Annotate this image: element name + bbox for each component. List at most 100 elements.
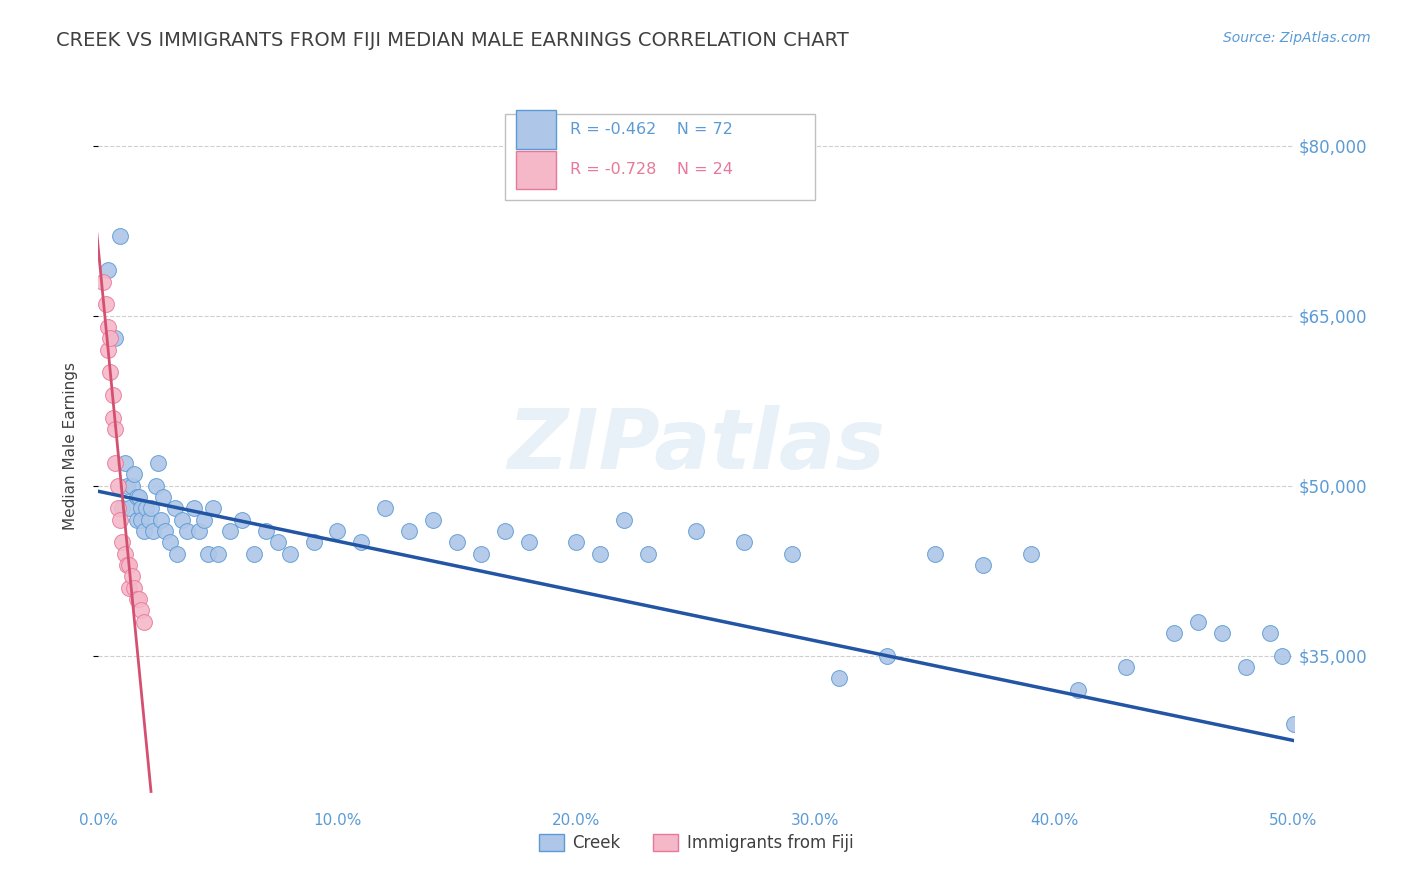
Point — [131, 603, 153, 617]
Point — [115, 558, 138, 572]
Legend: Creek, Immigrants from Fiji: Creek, Immigrants from Fiji — [531, 827, 860, 859]
Text: R = -0.462    N = 72: R = -0.462 N = 72 — [571, 122, 734, 137]
Point — [374, 501, 396, 516]
Point — [494, 524, 516, 538]
Point — [121, 569, 143, 583]
Point — [183, 501, 205, 516]
Point — [197, 547, 219, 561]
Point — [780, 547, 803, 561]
Point — [1115, 660, 1137, 674]
Point — [94, 297, 117, 311]
Point — [1187, 615, 1209, 629]
Point — [302, 535, 325, 549]
Point — [97, 320, 120, 334]
Point — [101, 410, 124, 425]
Point — [98, 365, 122, 379]
Point — [98, 331, 122, 345]
Point — [202, 501, 225, 516]
Point — [91, 275, 114, 289]
Point — [139, 501, 162, 516]
Point — [121, 478, 143, 492]
Point — [565, 535, 588, 549]
Point — [254, 524, 277, 538]
Point — [187, 524, 209, 538]
Point — [685, 524, 707, 538]
Point — [350, 535, 373, 549]
Point — [828, 671, 851, 685]
Y-axis label: Median Male Earnings: Median Male Earnings — [63, 362, 77, 530]
Point — [104, 422, 127, 436]
Point — [1271, 648, 1294, 663]
Point — [176, 524, 198, 538]
Point — [278, 547, 301, 561]
Point — [128, 591, 150, 606]
Point — [142, 524, 165, 538]
Point — [207, 547, 229, 561]
Point — [1258, 626, 1281, 640]
Point — [924, 547, 946, 561]
Point — [148, 456, 170, 470]
Point — [138, 513, 160, 527]
Text: Source: ZipAtlas.com: Source: ZipAtlas.com — [1223, 31, 1371, 45]
Point — [118, 501, 141, 516]
Point — [613, 513, 636, 527]
Point — [131, 513, 153, 527]
Point — [97, 343, 120, 357]
Point — [155, 524, 177, 538]
Point — [1163, 626, 1185, 640]
Point — [115, 478, 138, 492]
Point — [108, 229, 131, 244]
Point — [398, 524, 420, 538]
Point — [470, 547, 492, 561]
FancyBboxPatch shape — [505, 114, 815, 200]
Text: R = -0.728    N = 24: R = -0.728 N = 24 — [571, 162, 734, 178]
Point — [107, 501, 129, 516]
Point — [104, 331, 127, 345]
Point — [101, 388, 124, 402]
Point — [267, 535, 290, 549]
Point — [972, 558, 994, 572]
Point — [111, 535, 134, 549]
Point — [159, 535, 181, 549]
Point — [193, 513, 215, 527]
FancyBboxPatch shape — [516, 151, 557, 189]
Point — [135, 501, 157, 516]
Point — [1067, 682, 1090, 697]
Point — [145, 478, 167, 492]
Point — [1211, 626, 1233, 640]
Point — [114, 547, 136, 561]
Point — [243, 547, 266, 561]
Point — [97, 263, 120, 277]
Point — [124, 581, 146, 595]
Point — [118, 581, 141, 595]
FancyBboxPatch shape — [516, 111, 557, 149]
Point — [125, 591, 148, 606]
Point — [131, 501, 153, 516]
Point — [107, 478, 129, 492]
Point — [517, 535, 540, 549]
Point — [422, 513, 444, 527]
Point — [132, 524, 155, 538]
Point — [733, 535, 755, 549]
Point — [124, 467, 146, 482]
Point — [876, 648, 898, 663]
Point — [128, 490, 150, 504]
Text: ZIPatlas: ZIPatlas — [508, 406, 884, 486]
Point — [446, 535, 468, 549]
Point — [104, 456, 127, 470]
Point — [326, 524, 349, 538]
Point — [219, 524, 242, 538]
Point — [111, 501, 134, 516]
Point — [149, 513, 172, 527]
Text: CREEK VS IMMIGRANTS FROM FIJI MEDIAN MALE EARNINGS CORRELATION CHART: CREEK VS IMMIGRANTS FROM FIJI MEDIAN MAL… — [56, 31, 849, 50]
Point — [118, 558, 141, 572]
Point — [114, 456, 136, 470]
Point — [1282, 716, 1305, 731]
Point — [172, 513, 194, 527]
Point — [152, 490, 174, 504]
Point — [125, 490, 148, 504]
Point — [132, 615, 155, 629]
Point — [637, 547, 659, 561]
Point — [231, 513, 253, 527]
Point — [108, 513, 131, 527]
